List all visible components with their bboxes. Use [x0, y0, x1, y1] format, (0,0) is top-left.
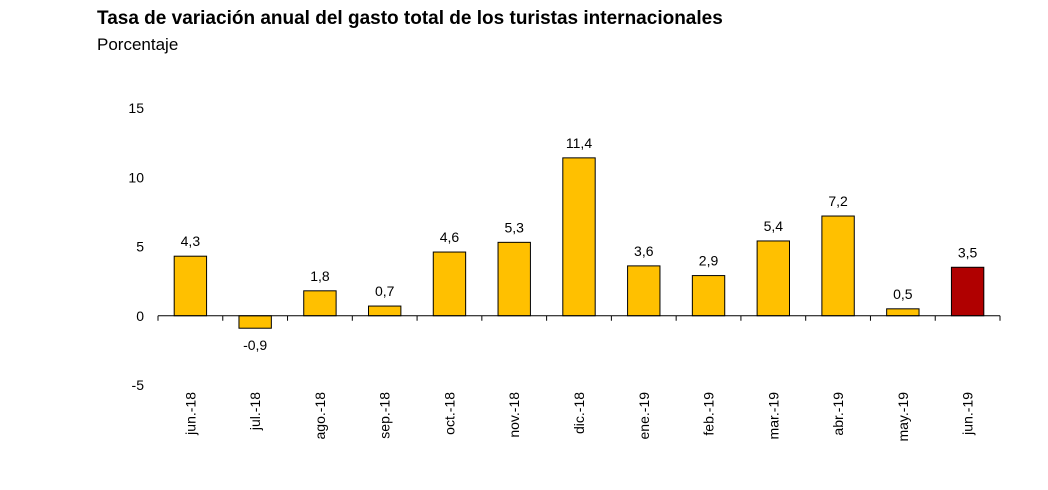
bar-ago.-18 [303, 290, 337, 317]
y-tick-label: 5 [136, 239, 144, 255]
data-label: 4,6 [440, 229, 460, 245]
bar-feb.-19 [691, 275, 726, 317]
y-tick-label: 10 [128, 169, 144, 185]
x-axis [157, 315, 1001, 321]
data-label: 3,5 [958, 244, 978, 260]
data-label: 1,8 [310, 268, 330, 284]
x-tick-label: oct.-18 [441, 392, 457, 435]
data-label: 3,6 [634, 243, 654, 259]
bar-ene.-19 [627, 265, 661, 317]
bars [173, 157, 985, 329]
bar-jul.-18 [238, 315, 272, 329]
bar-oct.-18 [432, 251, 467, 317]
x-tick-label: jun.-19 [960, 392, 976, 436]
data-label: 2,9 [699, 253, 719, 269]
x-tick-label: abr.-19 [830, 392, 846, 436]
x-tick-label: nov.-18 [506, 392, 522, 438]
y-tick-label: 0 [136, 308, 144, 324]
bar-jun.-19 [950, 266, 985, 317]
bar-abr.-19 [821, 215, 855, 317]
data-label: 0,5 [893, 286, 913, 302]
bar-jun.-18 [173, 255, 208, 317]
y-tick-label: -5 [132, 377, 145, 393]
data-label: 7,2 [828, 193, 848, 209]
data-label: 5,3 [504, 219, 524, 235]
data-labels: 4,3 -0,9 1,8 0,7 4,6 5,3 11,4 3,6 2,9 5,4 7,2 0,5 3,… [181, 135, 978, 353]
bar-dic.-18 [562, 157, 596, 317]
bar-sep.-18 [368, 305, 402, 317]
x-tick-label: sep.-18 [377, 392, 393, 439]
data-label: -0,9 [243, 337, 267, 353]
chart-title: Tasa de variación anual del gasto total … [97, 8, 723, 29]
chart-subtitle: Porcentaje [97, 35, 179, 54]
x-tick-label: jun.-18 [182, 392, 198, 436]
x-tick-label: mar.-19 [765, 392, 781, 440]
x-axis-tick-labels: jun.-18 jul.-18 ago.-18 sep.-18 oct.-18 nov.-… [182, 392, 975, 442]
x-tick-label: ago.-18 [312, 392, 328, 440]
data-label: 0,7 [375, 283, 395, 299]
x-tick-label: may.-19 [895, 392, 911, 442]
data-label: 4,3 [181, 233, 201, 249]
y-tick-label: 15 [128, 100, 144, 116]
data-label: 11,4 [566, 135, 592, 151]
bar-nov.-18 [497, 241, 531, 317]
bar-mar.-19 [756, 240, 790, 317]
x-tick-label: jul.-18 [247, 392, 263, 431]
x-tick-label: feb.-19 [701, 392, 717, 436]
x-tick-label: ene.-19 [636, 392, 652, 440]
x-tick-label: dic.-18 [571, 392, 587, 434]
bar-may.-19 [886, 308, 920, 317]
data-label: 5,4 [764, 218, 784, 234]
y-axis-tick-labels: 15 10 5 0 -5 [128, 100, 144, 393]
